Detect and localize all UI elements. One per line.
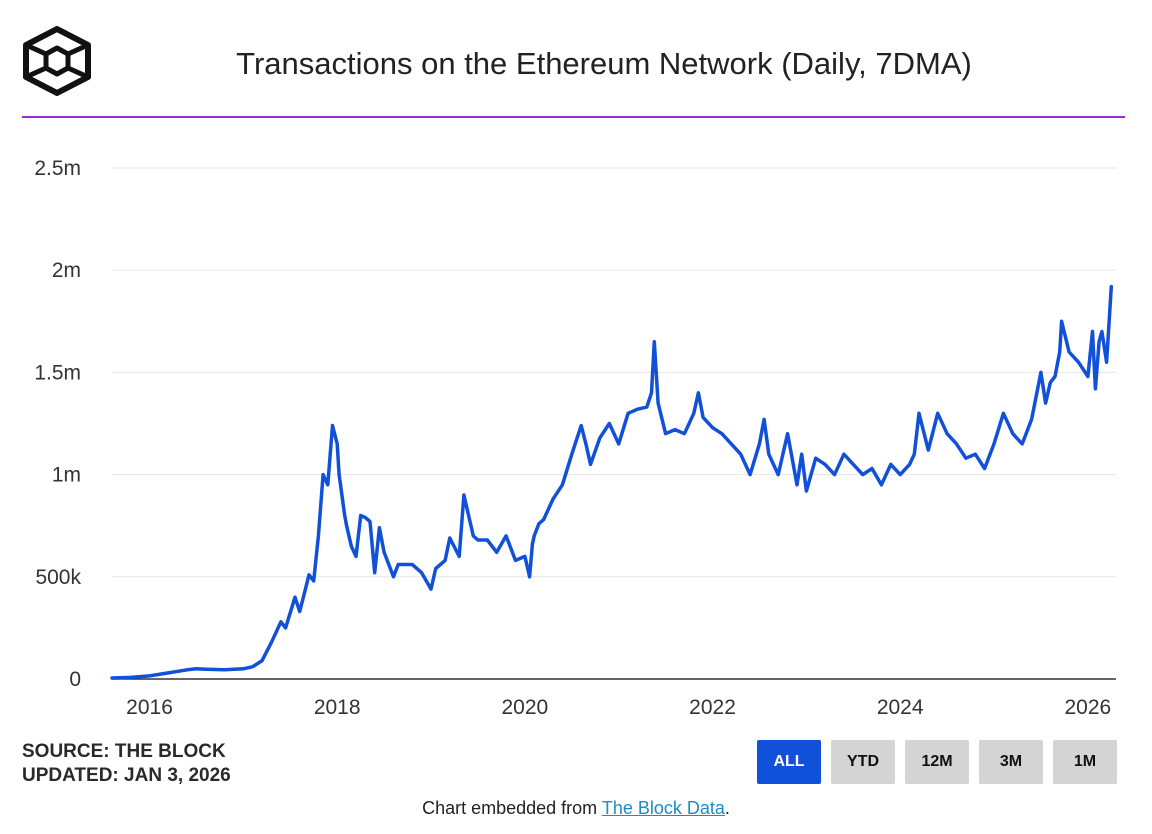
range-3m-button[interactable]: 3M bbox=[979, 740, 1043, 784]
the-block-logo-icon bbox=[23, 26, 91, 96]
source-label: SOURCE: THE BLOCK bbox=[22, 741, 226, 762]
line-chart: 0 500k 1m 1.5m 2m 2.5m 2016 2018 2020 2022 2024 202… bbox=[34, 157, 1116, 719]
x-tick-label: 2022 bbox=[689, 696, 736, 719]
range-1m-button[interactable]: 1M bbox=[1053, 740, 1117, 784]
x-tick-label: 2024 bbox=[877, 696, 924, 719]
range-all-button[interactable]: ALL bbox=[757, 740, 821, 784]
range-ytd-button[interactable]: YTD bbox=[831, 740, 895, 784]
x-tick-label: 2026 bbox=[1064, 696, 1111, 719]
chart-title: Transactions on the Ethereum Network (Da… bbox=[236, 46, 972, 81]
y-tick-label: 2m bbox=[52, 259, 81, 282]
y-tick-label: 1.5m bbox=[34, 361, 81, 384]
title-divider bbox=[22, 116, 1125, 118]
block-data-link[interactable]: The Block Data bbox=[601, 798, 725, 818]
source-note: SOURCE: THE BLOCK UPDATED: JAN 3, 2026 bbox=[22, 740, 231, 788]
x-tick-label: 2016 bbox=[126, 696, 173, 719]
range-12m-button[interactable]: 12M bbox=[905, 740, 969, 784]
footer-prefix: Chart embedded from bbox=[422, 798, 602, 818]
x-tick-label: 2020 bbox=[502, 696, 549, 719]
y-tick-label: 2.5m bbox=[34, 157, 81, 180]
y-tick-label: 500k bbox=[35, 566, 81, 589]
series-line bbox=[110, 284, 1114, 680]
updated-label: UPDATED: JAN 3, 2026 bbox=[22, 765, 231, 786]
y-tick-label: 0 bbox=[69, 668, 81, 691]
embed-footer: Chart embedded from The Block Data. bbox=[0, 798, 1152, 819]
footer-suffix: . bbox=[724, 798, 730, 818]
range-selector: ALL YTD 12M 3M 1M bbox=[757, 740, 1117, 784]
y-tick-label: 1m bbox=[52, 464, 81, 487]
x-tick-label: 2018 bbox=[314, 696, 361, 719]
